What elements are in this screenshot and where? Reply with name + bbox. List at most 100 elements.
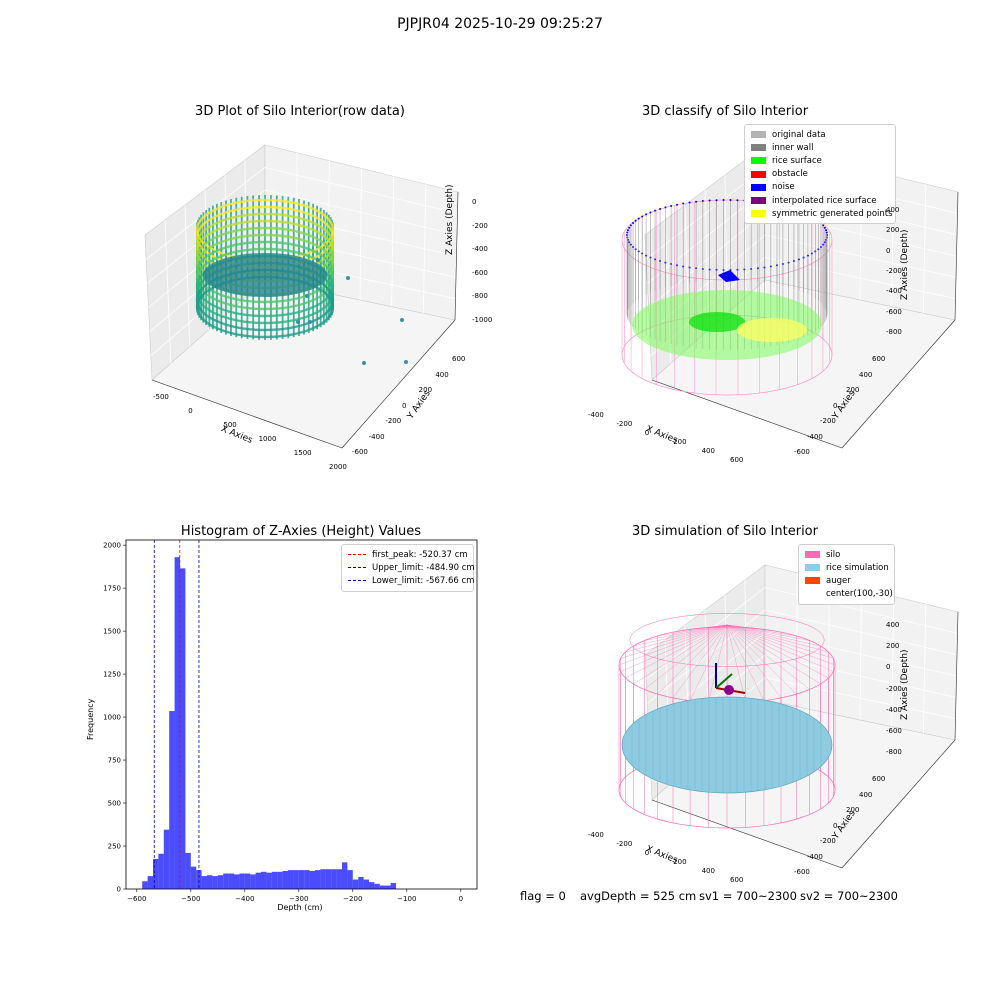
x-tick-label: −500 (181, 895, 200, 903)
classify-y-tick-label: -200 (820, 417, 836, 425)
silo-roof-line (726, 624, 829, 679)
raw-y-tick-label: -200 (385, 417, 402, 425)
legend-item: rice simulation (805, 561, 889, 574)
histogram-x-label: Depth (cm) (277, 903, 323, 912)
histogram-bar (142, 881, 148, 889)
noise-point (676, 203, 678, 206)
silo-roof-line (708, 624, 728, 628)
raw-y-tick-label: 600 (452, 355, 466, 363)
status-avg-depth: avgDepth = 525 cm (580, 889, 697, 903)
legend-label: original data (772, 129, 826, 140)
y-tick-label: 1000 (103, 714, 121, 722)
legend-label: rice surface (772, 155, 822, 166)
noise-point (649, 211, 652, 214)
grid-line (647, 609, 958, 704)
noise-cluster (718, 270, 740, 282)
histogram-bar (239, 873, 245, 889)
raw-y-tick-label: -400 (368, 432, 385, 441)
noise-point (688, 201, 691, 204)
raw-points (195, 195, 408, 365)
histogram-bar (352, 879, 359, 889)
y-axis-line (341, 319, 456, 449)
histogram-bar (180, 568, 186, 889)
silo-roof-line (633, 624, 728, 647)
simulation-x-tick-label: 400 (701, 867, 715, 875)
noise-point (659, 207, 662, 210)
x-tick-label: 0 (459, 895, 463, 903)
status-flag: flag = 0 (520, 889, 566, 903)
classify-z-tick-label: -800 (886, 328, 902, 336)
histogram-bar (255, 872, 261, 889)
grid-line (147, 189, 458, 284)
legend-swatch (805, 551, 820, 559)
histogram-bar (298, 870, 305, 889)
raw-z-label: Z Axies (Depth) (445, 184, 455, 255)
y-tick-label: 1500 (103, 628, 121, 636)
z-axis-line (454, 191, 459, 321)
classify-z-tick-label: -200 (886, 267, 902, 275)
histogram-bar (390, 882, 396, 889)
legend-label: first_peak: -520.37 cm (372, 549, 468, 560)
histogram-bar (379, 885, 386, 889)
legend-swatch (805, 564, 820, 572)
legend-label: silo (826, 549, 841, 560)
silo-roof-line (620, 624, 728, 672)
legend-item: noise (751, 181, 889, 194)
raw-y-tick-label: 0 (402, 401, 407, 410)
y-tick-label: 1250 (103, 671, 121, 679)
silo-roof-line (726, 624, 821, 685)
rice-surface-dense (689, 312, 745, 332)
histogram-bar (363, 879, 369, 889)
noise-point (634, 219, 637, 222)
legend-item: Upper_limit: -484.90 cm (348, 561, 475, 574)
raw-3d-plot (144, 144, 459, 449)
histogram-bar (282, 870, 288, 889)
raw-z-tick-label: -600 (472, 268, 488, 277)
raw-outlier-point (308, 320, 312, 324)
classify-x-tick-label: 400 (701, 447, 715, 455)
simulation-x-tick-label: 0 (644, 849, 650, 857)
silo-roof-line (644, 624, 728, 690)
noise-point (645, 213, 648, 216)
histogram-bar (201, 876, 207, 889)
raw-outlier-point (346, 276, 350, 280)
histogram-bar (228, 873, 234, 889)
simulation-y-tick-label: 400 (859, 790, 873, 799)
histogram-bar (158, 853, 164, 889)
legend-label: center(100,-30) (826, 589, 893, 600)
y-axis-line (841, 739, 956, 869)
legend-swatch (751, 144, 766, 152)
y-tick-label: 500 (108, 800, 121, 808)
legend-item: obstacle (751, 168, 889, 181)
silo-roof-line (726, 624, 834, 659)
histogram-chart: −600 −500 −400 −300 −200 −100 0 0 250 500 750 1000 1… (103, 539, 478, 903)
auger-y-arrow (715, 673, 733, 689)
z-axis-line (954, 611, 959, 741)
simulation-x-tick-label: -200 (616, 840, 633, 848)
histogram-legend: first_peak: -520.37 cm Upper_limit: -484.… (341, 544, 475, 592)
silo-roof-line (672, 624, 728, 698)
raw-wall-ring (195, 240, 335, 304)
noise-point (628, 226, 631, 229)
x-axis-line (651, 799, 843, 869)
noise-point (825, 229, 828, 232)
histogram-bar (163, 829, 170, 889)
raw-z-tick-label: -400 (472, 245, 488, 254)
histogram-bar (320, 869, 326, 889)
histogram-bar (185, 852, 191, 889)
histogram-bar (250, 874, 256, 889)
silo-roof-line (689, 624, 728, 701)
silo-roof-line (726, 624, 810, 641)
silo-roof-line (726, 624, 797, 637)
simulation-z-tick-label: -200 (886, 684, 902, 693)
legend-item: inner wall (751, 141, 889, 154)
histogram-bar (207, 875, 213, 889)
legend-item: center(100,-30) (805, 588, 893, 601)
legend-item: symmetric generated points (751, 207, 893, 220)
raw-wall-ring (195, 247, 335, 311)
x-axis-line (151, 379, 343, 449)
silo-roof-line (726, 624, 834, 672)
noise-point (670, 204, 673, 207)
raw-outlier-point (400, 318, 404, 322)
classify-x-tick-label: 0 (644, 429, 650, 437)
